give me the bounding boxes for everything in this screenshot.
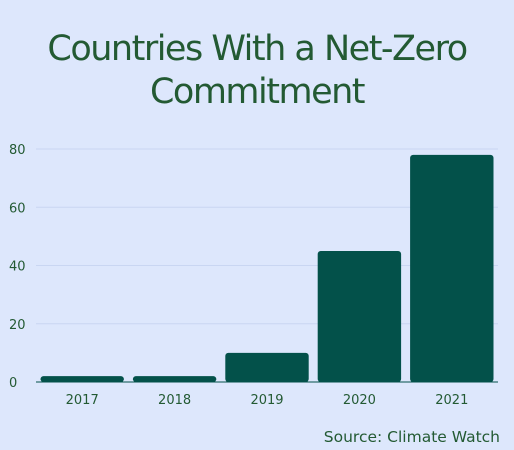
bar	[410, 154, 494, 382]
bar	[40, 376, 124, 382]
y-tick-label: 20	[9, 318, 26, 333]
y-tick-label: 0	[9, 376, 17, 391]
bar	[225, 352, 309, 382]
bar	[132, 376, 217, 382]
y-tick-label: 80	[9, 143, 26, 158]
chart-title: Countries With a Net-Zero Commitment	[47, 29, 468, 112]
x-tick-label: 2021	[435, 393, 468, 408]
x-tick-label: 2020	[343, 393, 376, 408]
x-tick-label: 2018	[158, 393, 191, 408]
source-note: Source: Climate Watch	[323, 428, 500, 446]
x-tick-label: 2017	[66, 393, 99, 408]
y-tick-label: 40	[9, 260, 26, 275]
bar	[317, 250, 402, 382]
y-tick-label: 60	[9, 201, 26, 216]
x-tick-label: 2019	[250, 393, 283, 408]
